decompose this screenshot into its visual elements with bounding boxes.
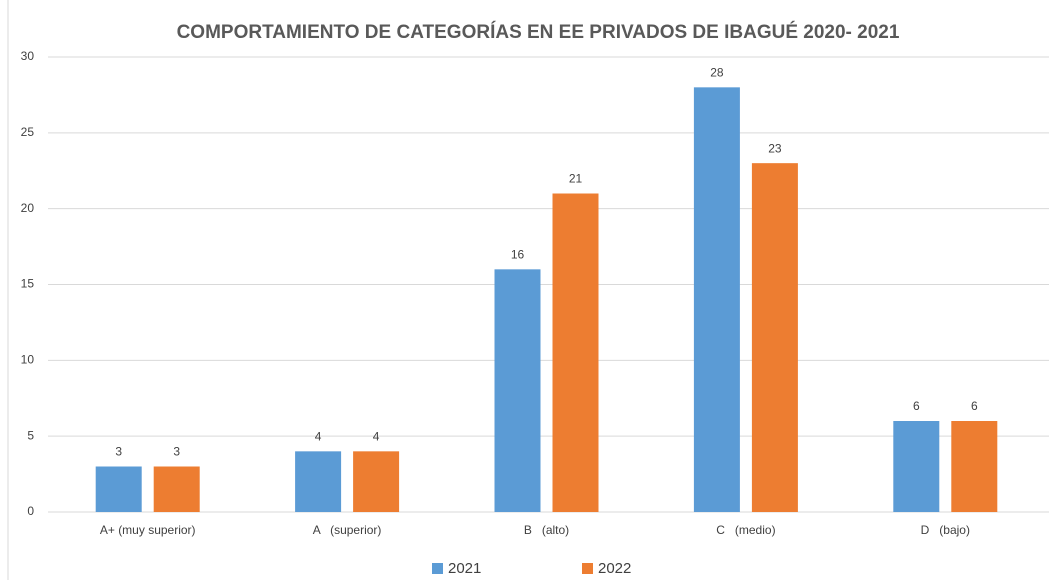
data-label: 16 xyxy=(511,248,525,262)
bar xyxy=(693,87,740,512)
y-tick-label: 10 xyxy=(21,353,35,367)
y-tick-label: 5 xyxy=(27,428,34,442)
x-tick-label: B (alto) xyxy=(524,523,569,537)
data-label: 23 xyxy=(768,141,782,155)
y-tick-label: 30 xyxy=(21,49,35,63)
data-label: 6 xyxy=(913,399,920,413)
data-label: 21 xyxy=(569,172,583,186)
x-tick-label: A (superior) xyxy=(313,523,382,537)
data-label: 4 xyxy=(315,430,322,444)
x-tick-label: D (bajo) xyxy=(921,523,970,537)
y-tick-label: 0 xyxy=(27,504,34,518)
x-tick-label: A+ (muy superior) xyxy=(100,523,196,537)
data-label: 3 xyxy=(115,445,122,459)
data-label: 28 xyxy=(710,66,724,80)
legend-swatch xyxy=(432,563,443,574)
chart-title: COMPORTAMIENTO DE CATEGORÍAS EN EE PRIVA… xyxy=(177,21,900,43)
bar xyxy=(552,193,599,512)
bar xyxy=(751,163,798,512)
bar xyxy=(153,466,200,512)
legend-swatch xyxy=(582,563,593,574)
bar xyxy=(353,451,400,512)
data-label: 6 xyxy=(971,399,978,413)
bar xyxy=(951,421,998,512)
data-label: 4 xyxy=(373,430,380,444)
bar xyxy=(95,466,142,512)
x-tick-label: C (medio) xyxy=(716,523,775,537)
bar xyxy=(893,421,940,512)
legend-label: 2022 xyxy=(598,560,631,577)
bar xyxy=(295,451,342,512)
y-tick-label: 25 xyxy=(21,125,35,139)
legend-label: 2021 xyxy=(448,560,481,577)
y-tick-label: 15 xyxy=(21,277,35,291)
y-tick-label: 20 xyxy=(21,201,35,215)
data-label: 3 xyxy=(173,445,180,459)
bar xyxy=(494,269,541,512)
